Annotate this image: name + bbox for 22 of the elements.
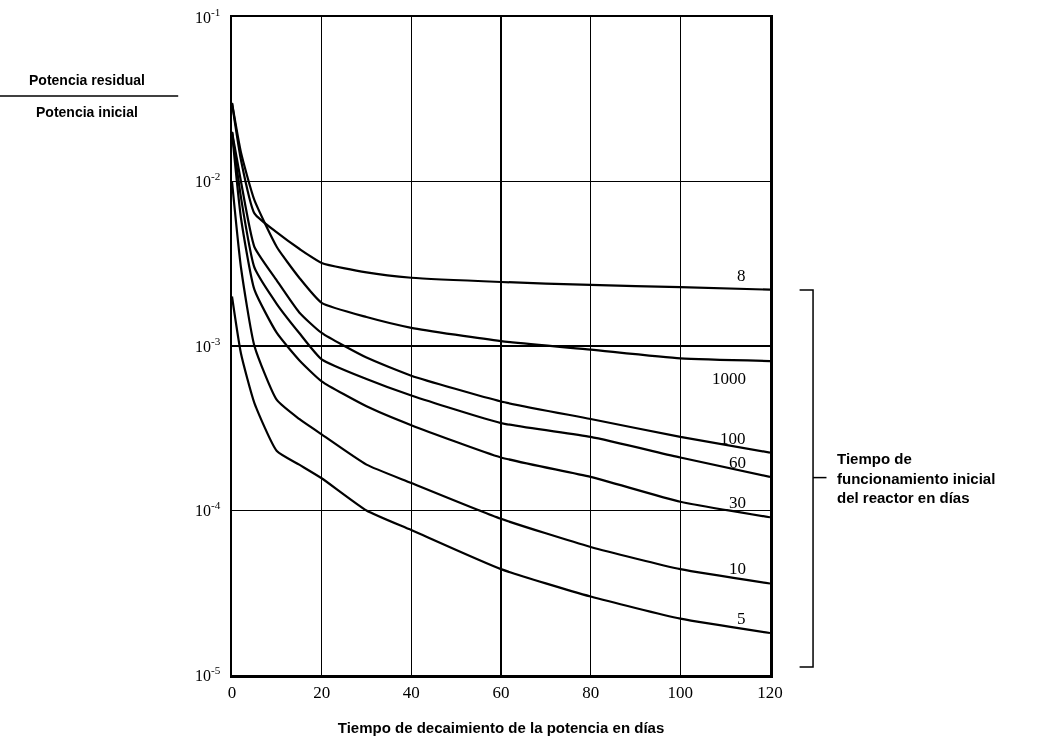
- series-label: 8: [737, 266, 746, 285]
- x-axis-title: Tiempo de decaimiento de la potencia en días: [337, 719, 665, 737]
- x-tick-label: 0: [227, 682, 237, 702]
- series-label: 1000: [712, 369, 746, 388]
- y-tick-label: 10$^{-4}$: [194, 499, 221, 520]
- x-tick-label: 80: [582, 682, 600, 702]
- x-tick-label: 100: [667, 682, 694, 702]
- series-label: 30: [729, 493, 746, 512]
- y-axis-title: Potencia residual Potencia inicial: [29, 72, 145, 120]
- series-label: 60: [729, 453, 746, 472]
- series-label: 10: [729, 559, 746, 578]
- x-tick-label: 60: [492, 682, 510, 702]
- text: Tiempo de funcionamiento inicial del reactor en días: [837, 450, 996, 506]
- x-tick-label: 120: [757, 682, 783, 702]
- series-label: 5: [737, 609, 746, 628]
- y-tick-label: 10$^{-5}$: [194, 663, 221, 684]
- x-tick-label: 20: [313, 682, 331, 702]
- y-tick-label: 10$^{-3}$: [194, 334, 221, 355]
- series-label: 100: [720, 429, 746, 448]
- y-tick-label: 10$^{-1}$: [194, 5, 221, 26]
- y-tick-label: 10$^{-2}$: [194, 170, 221, 191]
- x-tick-label: 40: [402, 682, 420, 702]
